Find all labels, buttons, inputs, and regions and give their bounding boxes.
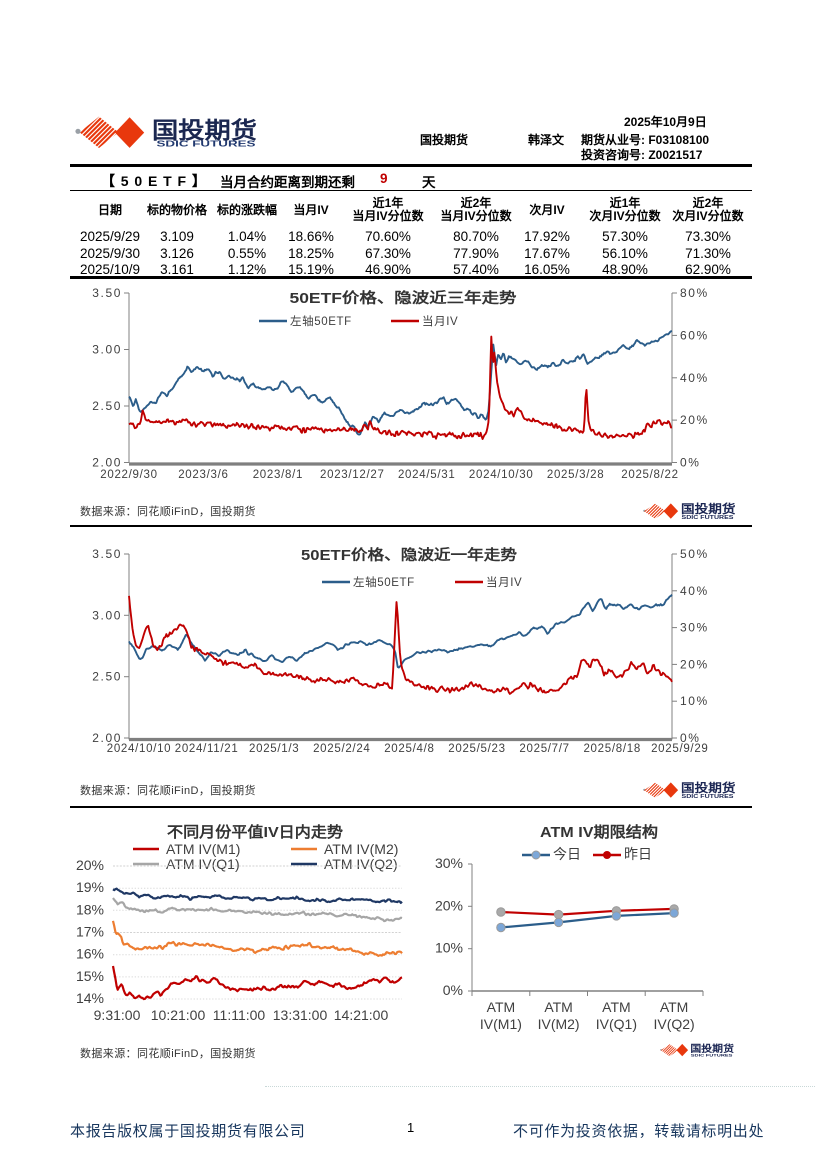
svg-text:ATM: ATM: [602, 999, 631, 1015]
svg-text:40%: 40%: [680, 584, 709, 598]
svg-text:国投期货: 国投期货: [681, 781, 736, 795]
svg-text:SDIC FUTURES: SDIC FUTURES: [691, 1053, 733, 1058]
svg-text:19%: 19%: [76, 879, 104, 895]
svg-text:0%: 0%: [680, 456, 701, 470]
svg-text:ATM IV(M2): ATM IV(M2): [324, 841, 398, 857]
svg-text:10:21:00: 10:21:00: [151, 1007, 206, 1023]
svg-text:2.50: 2.50: [92, 670, 122, 684]
svg-text:13:31:00: 13:31:00: [273, 1007, 328, 1023]
svg-text:2.50: 2.50: [92, 399, 122, 413]
svg-text:ATM IV(Q1): ATM IV(Q1): [166, 856, 240, 872]
svg-text:SDIC FUTURES: SDIC FUTURES: [682, 515, 735, 521]
svg-text:50ETF价格、隐波近一年走势: 50ETF价格、隐波近一年走势: [301, 546, 518, 564]
svg-text:3.00: 3.00: [92, 608, 122, 622]
svg-text:17%: 17%: [76, 924, 104, 940]
svg-text:3.50: 3.50: [92, 286, 122, 300]
svg-text:2025/9/29: 2025/9/29: [651, 743, 708, 755]
svg-text:IV(M2): IV(M2): [538, 1016, 580, 1032]
svg-text:2025/5/23: 2025/5/23: [448, 743, 505, 755]
svg-text:ATM IV(M1): ATM IV(M1): [166, 841, 240, 857]
svg-text:国投期货: 国投期货: [152, 117, 257, 143]
svg-text:80%: 80%: [680, 286, 709, 300]
svg-text:2025/1/3: 2025/1/3: [249, 743, 299, 755]
svg-text:18%: 18%: [76, 901, 104, 917]
svg-text:2024/10/10: 2024/10/10: [107, 743, 172, 755]
svg-text:SDIC FUTURES: SDIC FUTURES: [682, 794, 735, 800]
svg-text:ATM: ATM: [487, 999, 516, 1015]
svg-text:2025/7/7: 2025/7/7: [519, 743, 569, 755]
svg-text:当月IV: 当月IV: [486, 575, 522, 589]
svg-text:国投期货: 国投期货: [681, 502, 736, 516]
svg-text:昨日: 昨日: [624, 846, 652, 862]
svg-text:2023/12/27: 2023/12/27: [320, 469, 385, 481]
svg-text:11:11:00: 11:11:00: [213, 1007, 266, 1023]
svg-text:10%: 10%: [680, 694, 709, 708]
svg-text:ATM IV期限结构: ATM IV期限结构: [540, 823, 658, 841]
svg-text:2024/11/21: 2024/11/21: [175, 743, 239, 755]
svg-text:2024/5/31: 2024/5/31: [398, 469, 455, 481]
svg-text:20%: 20%: [76, 857, 104, 873]
svg-text:不同月份平值IV日内走势: 不同月份平值IV日内走势: [167, 823, 343, 841]
svg-text:9:31:00: 9:31:00: [94, 1007, 141, 1023]
svg-text:20%: 20%: [680, 657, 709, 671]
svg-text:2025/3/28: 2025/3/28: [547, 469, 604, 481]
svg-text:2025/8/18: 2025/8/18: [583, 743, 640, 755]
svg-text:2023/3/6: 2023/3/6: [178, 469, 228, 481]
svg-text:当月IV: 当月IV: [422, 314, 458, 328]
svg-text:60%: 60%: [680, 328, 709, 342]
svg-text:ATM: ATM: [660, 999, 689, 1015]
svg-text:2025/2/24: 2025/2/24: [313, 743, 370, 755]
svg-text:ATM IV(Q2): ATM IV(Q2): [324, 856, 398, 872]
svg-text:2023/8/1: 2023/8/1: [253, 469, 303, 481]
svg-text:今日: 今日: [553, 846, 581, 862]
svg-text:0%: 0%: [680, 731, 701, 745]
svg-text:3.00: 3.00: [92, 343, 122, 357]
svg-text:14:21:00: 14:21:00: [334, 1007, 389, 1023]
svg-text:30%: 30%: [680, 621, 709, 635]
svg-text:20%: 20%: [435, 897, 463, 913]
svg-text:左轴50ETF: 左轴50ETF: [353, 575, 415, 589]
svg-text:2025/8/22: 2025/8/22: [621, 469, 678, 481]
svg-text:20%: 20%: [680, 413, 709, 427]
svg-text:2.00: 2.00: [92, 456, 122, 470]
svg-text:IV(Q2): IV(Q2): [653, 1016, 694, 1032]
svg-text:30%: 30%: [435, 855, 463, 871]
svg-text:10%: 10%: [435, 940, 463, 956]
svg-text:左轴50ETF: 左轴50ETF: [290, 314, 352, 328]
svg-text:2.00: 2.00: [92, 731, 122, 745]
svg-text:16%: 16%: [76, 946, 104, 962]
svg-text:3.50: 3.50: [92, 547, 122, 561]
svg-text:2022/9/30: 2022/9/30: [100, 469, 157, 481]
svg-text:IV(M1): IV(M1): [480, 1016, 522, 1032]
svg-text:IV(Q1): IV(Q1): [596, 1016, 637, 1032]
svg-text:ATM: ATM: [544, 999, 573, 1015]
svg-text:2025/4/8: 2025/4/8: [384, 743, 434, 755]
svg-text:15%: 15%: [76, 968, 104, 984]
svg-text:0%: 0%: [443, 982, 463, 998]
svg-text:国投期货: 国投期货: [690, 1043, 734, 1055]
svg-text:50ETF价格、隐波近三年走势: 50ETF价格、隐波近三年走势: [290, 289, 518, 307]
svg-text:2024/10/30: 2024/10/30: [469, 469, 534, 481]
svg-text:SDIC FUTURES: SDIC FUTURES: [157, 139, 257, 149]
svg-text:14%: 14%: [76, 990, 104, 1006]
svg-text:50%: 50%: [680, 547, 709, 561]
svg-text:40%: 40%: [680, 371, 709, 385]
